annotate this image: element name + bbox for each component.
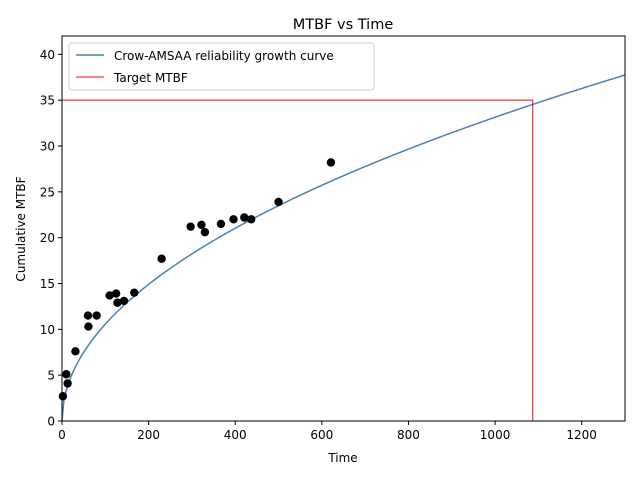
y-tick-label: 0: [47, 415, 55, 429]
data-point: [157, 254, 166, 263]
x-tick-label: 1000: [480, 428, 511, 442]
data-point: [247, 215, 256, 224]
data-point: [240, 213, 249, 222]
data-point: [83, 311, 93, 320]
axes-frame: [61, 35, 626, 422]
y-tick-label: 25: [40, 185, 55, 199]
data-point: [113, 298, 122, 307]
y-tick-label: 30: [40, 140, 55, 154]
x-tick-label: 0: [58, 428, 66, 442]
data-point: [216, 219, 226, 229]
x-tick-label: 200: [137, 428, 160, 442]
y-axis-label: Cumulative MTBF: [14, 176, 28, 281]
growth-curve-line: [61, 74, 626, 422]
data-layer: [58, 74, 626, 422]
data-point: [186, 222, 195, 231]
data-point: [105, 291, 114, 300]
data-point: [71, 347, 80, 356]
data-point: [119, 296, 129, 306]
data-point: [197, 220, 206, 230]
data-point: [84, 322, 93, 331]
x-tick-label: 600: [310, 428, 333, 442]
y-tick-label: 15: [40, 277, 55, 291]
chart-title: MTBF vs Time: [293, 17, 394, 33]
y-tick-label: 10: [40, 323, 55, 337]
y-tick-label: 40: [40, 48, 55, 62]
data-point: [62, 370, 71, 379]
legend-box: [68, 42, 375, 91]
y-tick-label: 5: [47, 369, 55, 383]
data-point: [326, 158, 336, 167]
y-tick-label: 20: [40, 231, 55, 245]
x-tick-label: 400: [224, 428, 247, 442]
data-point: [63, 379, 72, 388]
data-point: [130, 288, 139, 297]
x-tick-label: 1200: [566, 428, 597, 442]
data-point: [229, 215, 238, 224]
data-point: [111, 289, 121, 298]
data-point: [274, 197, 283, 207]
data-point: [200, 227, 210, 237]
y-tick-label: 35: [40, 94, 55, 108]
data-point: [92, 311, 101, 320]
x-axis-label: Time: [327, 451, 357, 465]
x-tick-label: 800: [397, 428, 420, 442]
legend-label-growth-curve: Crow-AMSAA reliability growth curve: [114, 49, 334, 63]
axis-ticks: 0 200 400 600 800 1000 1200 0 5 10 15 20 25 30 35 40: [40, 48, 597, 442]
data-point: [58, 392, 68, 401]
legend: Crow-AMSAA reliability growth curve Targ…: [68, 42, 375, 91]
legend-label-target-mtbf: Target MTBF: [113, 71, 188, 85]
